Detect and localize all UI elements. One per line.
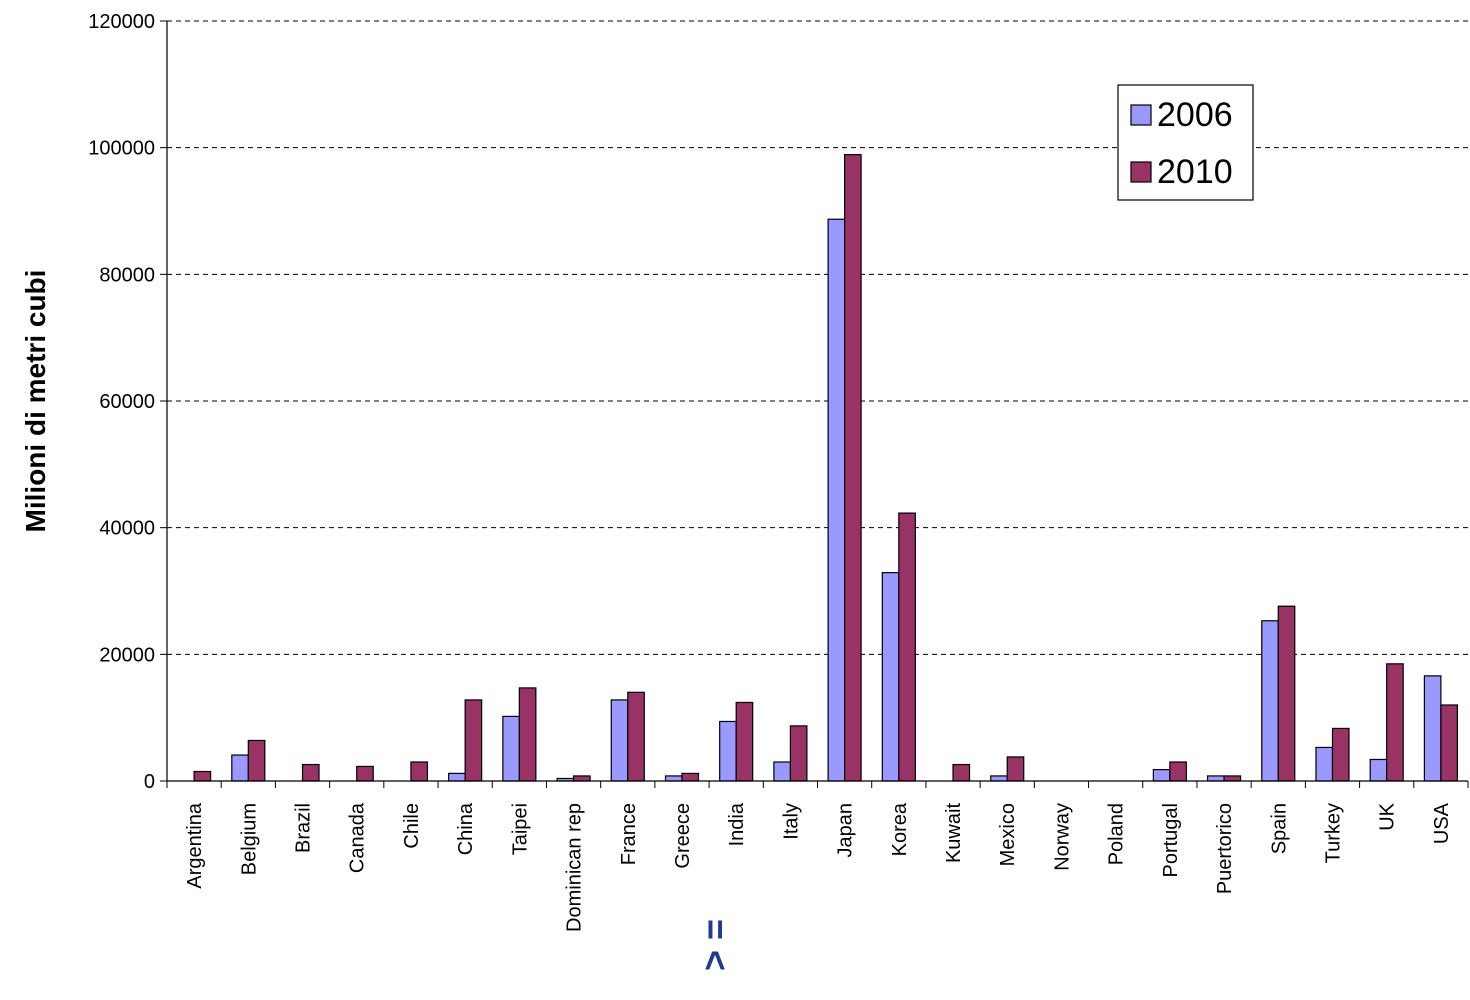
bar-2010-argentina [193,770,212,782]
y-tick-label: 120000 [88,11,155,33]
bar-2010-puertorico [1223,775,1242,782]
x-tick-labels: Argentina Belgium Brazil Canada Chile China Ta… [184,802,1453,932]
x-tick-label: Korea [889,802,911,856]
bar-2006-usa [1423,675,1442,782]
y-tick-label: 80000 [99,264,155,286]
x-tick-label: Poland [1106,803,1128,865]
bar-2006-italy [773,761,791,782]
bar-2006-belgium [231,754,249,782]
bar-2006-korea [881,572,900,782]
x-tick-label: Norway [1051,803,1073,871]
y-tick-label: 40000 [99,518,155,540]
legend-swatch-2010 [1130,161,1152,183]
x-tick-label: UK [1377,802,1399,830]
x-tick-label: France [618,803,640,865]
bar-2010-japan [844,154,862,782]
bar-2006-taipei [502,715,520,782]
bar-2010-france [627,691,645,782]
bar-2010-mexico [1006,756,1025,782]
y-tick-label: 60000 [99,391,155,413]
bar-2010-india [735,701,754,782]
bar-2006-turkey [1315,746,1334,782]
x-tick-label: Portugal [1160,803,1182,878]
x-tick-label: Puertorico [1214,803,1236,894]
bar-2010-china [464,699,483,782]
bar-2006-puertorico [1206,775,1225,782]
bar-2010-korea [898,512,916,782]
bar-2010-portugal [1169,761,1187,782]
x-tick-label: Canada [347,802,369,873]
x-tick-label: Kuwait [943,803,965,863]
bar-2006-france [610,699,629,782]
legend-label-2006: 2006 [1157,96,1233,134]
x-tick-label: Turkey [1322,803,1344,863]
bar-2006-greece [664,775,683,782]
bar-2006-japan [827,218,846,782]
bar-2010-usa [1440,704,1458,782]
y-tick-labels: 0 20000 40000 60000 80000 100000 120000 [88,11,155,793]
bar-2010-taipei [518,687,537,782]
legend-box [1117,84,1254,201]
x-tick-label: Dominican rep [564,803,586,932]
y-axis-label: Milioni di metri cubi [20,270,51,533]
legend-swatch-2006 [1130,104,1152,126]
bar-2010-chile [410,761,429,782]
x-tick-label: Mexico [997,803,1019,866]
x-tick-label: Brazil [293,803,315,853]
bar-2010-belgium [247,739,266,782]
bar-2010-uk [1386,663,1404,782]
bar-2006-india [719,720,737,782]
legend-label-2010: 2010 [1157,153,1233,191]
x-tick-label: Spain [1268,803,1290,854]
x-tick-label: USA [1431,802,1453,844]
x-tick-label: Taipei [509,803,531,855]
bar-2010-canada [356,765,374,782]
x-tick-label: Italy [780,803,802,840]
axes [166,21,1469,788]
y-tick-label: 20000 [99,644,155,666]
bar-2010-greece [681,772,700,782]
bar-2006-mexico [990,775,1008,782]
x-tick-label: Argentina [184,802,206,888]
x-tick-label: China [455,802,477,855]
bar-2010-italy [789,725,808,782]
x-tick-label: Belgium [238,803,260,875]
bars [193,154,1458,782]
annotation-text: > = [694,919,735,971]
y-tick-label: 0 [144,771,155,793]
bar-2010-brazil [301,763,320,782]
x-tick-label: India [726,802,748,846]
bar-2006-portugal [1152,768,1171,782]
legend: 2006 2010 [1117,84,1254,201]
bar-2006-china [448,772,466,782]
y-tick-label: 100000 [88,138,155,160]
bar-2006-uk [1369,758,1388,782]
bar-2006-spain [1261,620,1279,782]
bar-2010-turkey [1331,727,1350,782]
bar-2010-dominican-rep [572,775,591,782]
x-tick-label: Greece [672,803,694,869]
x-tick-label: Japan [835,803,857,858]
bar-2010-kuwait [952,763,971,782]
bar-2010-spain [1277,605,1296,782]
x-tick-label: Chile [401,803,423,849]
